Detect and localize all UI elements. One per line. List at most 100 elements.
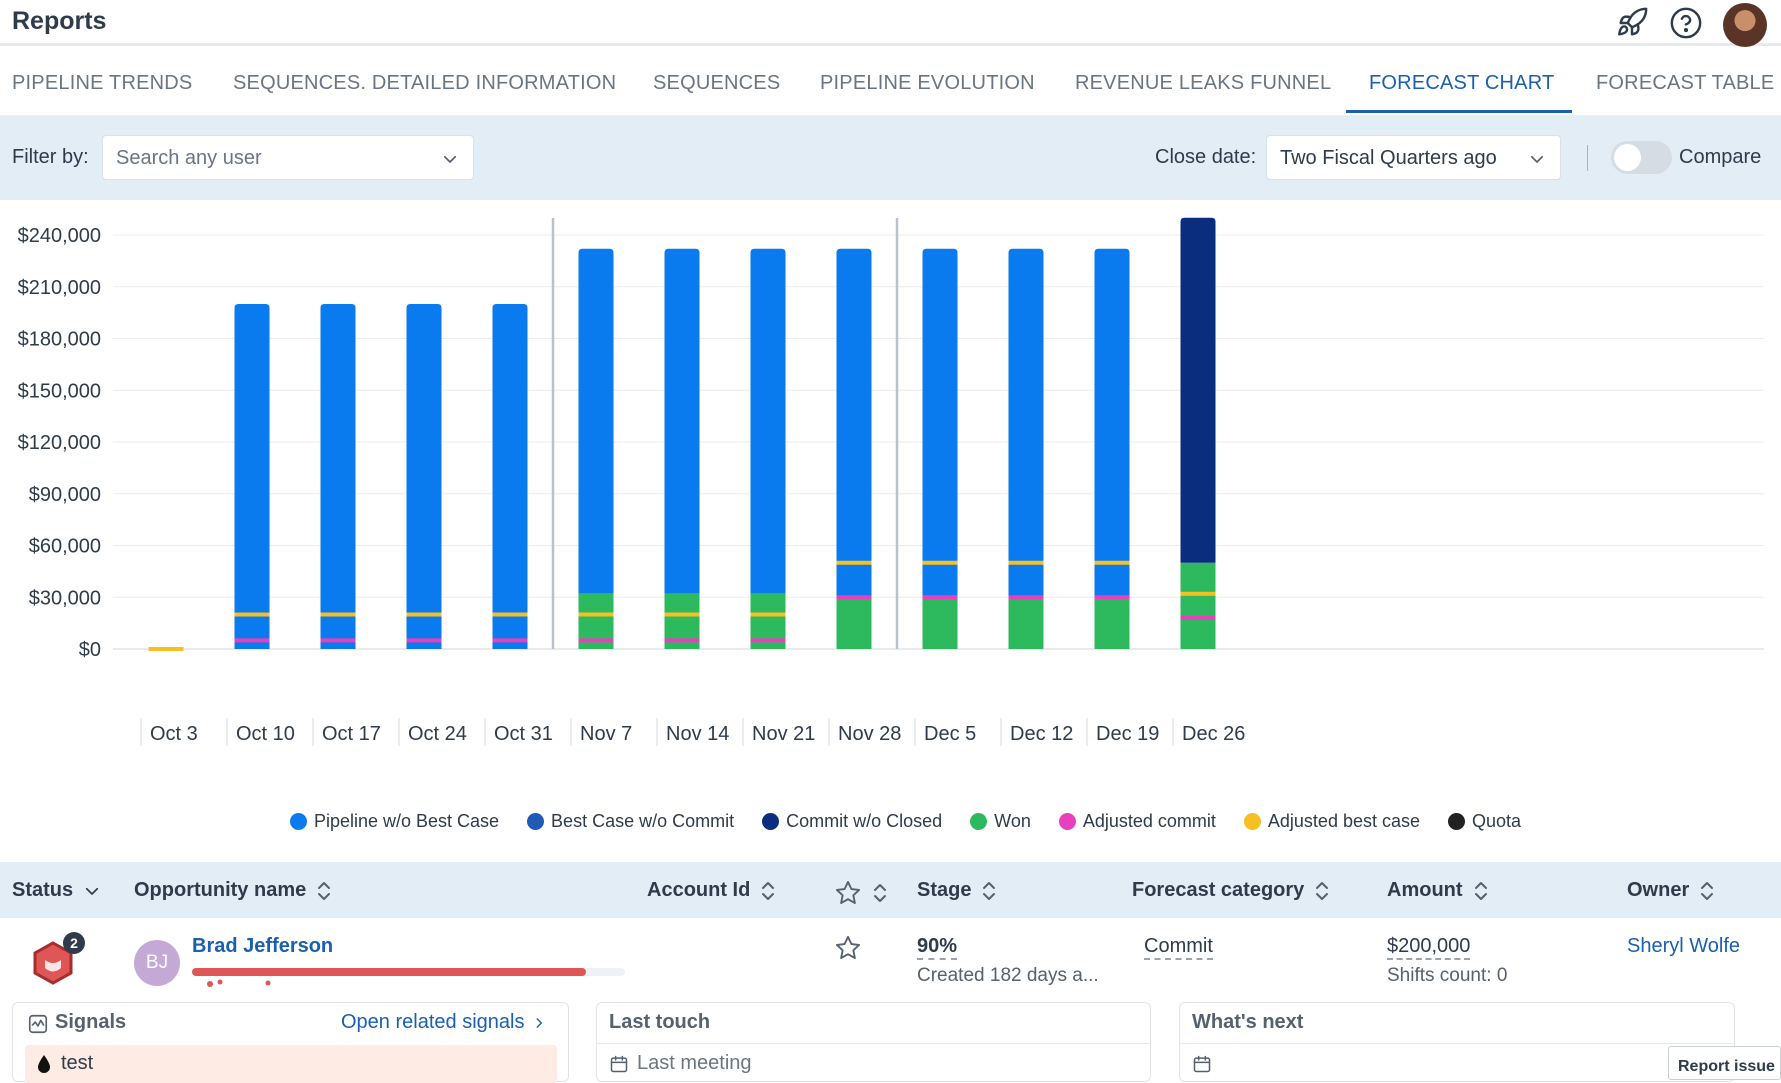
- legend-label: Adjusted commit: [1082, 810, 1216, 831]
- created-age: Created 182 days a...: [917, 965, 1099, 986]
- opportunity-name-link[interactable]: Brad Jefferson: [192, 935, 334, 957]
- favorite-star-icon[interactable]: [834, 934, 862, 962]
- bar-segment: [750, 248, 786, 594]
- rocket-icon[interactable]: [1615, 6, 1649, 45]
- table-header: Status Opportunity name Account Id Stage…: [0, 862, 1781, 918]
- marker-line: [664, 612, 700, 617]
- marker-line: [492, 638, 528, 643]
- compare-label: Compare: [1679, 146, 1762, 168]
- legend-item[interactable]: Best Case w/o Commit: [527, 808, 734, 834]
- marker-line: [1008, 595, 1044, 600]
- legend-label: Adjusted best case: [1267, 810, 1421, 831]
- report-issue-button[interactable]: Report issue: [1668, 1046, 1781, 1080]
- y-tick-label: $60,000: [29, 536, 101, 558]
- help-icon[interactable]: [1669, 6, 1703, 45]
- opportunity-avatar: BJ: [134, 940, 180, 986]
- x-tick-label: Nov 21: [752, 723, 815, 745]
- drip-decoration: [207, 979, 271, 987]
- signal-item[interactable]: test: [25, 1045, 557, 1083]
- y-tick-label: $30,000: [29, 587, 101, 609]
- legend-item[interactable]: Pipeline w/o Best Case: [289, 808, 500, 834]
- marker-line: [836, 595, 872, 600]
- x-tick-label: Nov 7: [580, 723, 632, 745]
- legend-label: Best Case w/o Commit: [551, 810, 735, 831]
- signals-title: Signals: [55, 1011, 127, 1033]
- owner-column-header[interactable]: Owner: [1627, 879, 1715, 902]
- marker-line: [1094, 560, 1130, 565]
- close-date-select[interactable]: Two Fiscal Quarters ago: [1266, 135, 1561, 180]
- active-tab-indicator: [1346, 110, 1572, 113]
- bar-segment: [578, 248, 614, 594]
- compare-toggle[interactable]: [1611, 141, 1672, 174]
- legend-label: Won: [994, 810, 1031, 831]
- bar-segment: [1008, 248, 1044, 598]
- open-related-signals-label: Open related signals: [341, 1011, 525, 1033]
- owner-link[interactable]: Sheryl Wolfe: [1627, 935, 1741, 957]
- x-tick-label: Oct 17: [322, 723, 381, 745]
- health-bar-fill: [192, 968, 587, 976]
- calendar-icon: [1193, 1055, 1211, 1073]
- open-related-signals-link[interactable]: Open related signals: [341, 1011, 546, 1034]
- marker-line: [406, 612, 442, 617]
- sort-icon: [318, 881, 331, 900]
- y-tick-label: $180,000: [18, 329, 101, 351]
- bar-segment: [234, 304, 270, 649]
- marker-line: [406, 638, 442, 643]
- stage-value[interactable]: 90%: [917, 935, 958, 960]
- forecast-category-value[interactable]: Commit: [1144, 935, 1213, 960]
- tab-sequences[interactable]: SEQUENCES: [653, 72, 781, 94]
- legend-item[interactable]: Commit w/o Closed: [762, 808, 942, 834]
- marker-line: [1180, 615, 1216, 620]
- tab-pipeline-trends[interactable]: PIPELINE TRENDS: [12, 72, 193, 94]
- x-tick-label: Nov 28: [838, 723, 901, 745]
- table-row[interactable]: 2 BJ Brad Jefferson 90% Created 182 days…: [0, 918, 1781, 1080]
- signal-item-label: test: [61, 1052, 94, 1074]
- account-column-header[interactable]: Account Id: [647, 879, 776, 902]
- legend-item[interactable]: Adjusted commit: [1058, 808, 1216, 834]
- x-tick-label: Oct 3: [150, 723, 198, 745]
- forecast-chart: $0 $30,000 $60,000 $90,000 $120,000 $150,000 $…: [0, 200, 1781, 770]
- bar-segment: [1094, 248, 1130, 598]
- tab-revenue-leaks-funnel[interactable]: REVENUE LEAKS FUNNEL: [1075, 72, 1332, 94]
- user-avatar[interactable]: [1723, 3, 1767, 47]
- favorite-column-header[interactable]: [834, 879, 888, 907]
- filter-label: Filter by:: [12, 146, 89, 168]
- amount-value[interactable]: $200,000: [1387, 935, 1471, 960]
- bar-segment: [1180, 562, 1216, 649]
- tab-forecast-table[interactable]: FORECAST TABLE: [1596, 72, 1775, 94]
- stage-column-header[interactable]: Stage: [917, 879, 997, 902]
- status-column-header[interactable]: Status: [12, 879, 101, 902]
- user-search-select[interactable]: Search any user: [102, 135, 474, 180]
- divider: [597, 1043, 1150, 1044]
- x-tick-label: Dec 5: [924, 723, 976, 745]
- notification-count-badge: 2: [63, 932, 85, 954]
- sort-icon: [1316, 881, 1329, 900]
- status-badge[interactable]: 2: [31, 932, 85, 986]
- tab-sequences-detailed[interactable]: SEQUENCES. DETAILED INFORMATION: [233, 72, 617, 94]
- activity-icon: [28, 1014, 48, 1034]
- top-icons: [1615, 3, 1767, 47]
- drop-icon: [38, 1055, 50, 1073]
- legend-swatch: [970, 812, 988, 830]
- legend-item[interactable]: Quota: [1448, 808, 1521, 834]
- x-tick-label: Dec 12: [1010, 723, 1073, 745]
- marker-line: [1180, 591, 1216, 596]
- amount-column-header[interactable]: Amount: [1387, 879, 1489, 902]
- opportunity-column-header[interactable]: Opportunity name: [134, 879, 332, 902]
- bar-segment: [492, 304, 528, 649]
- marker-line: [922, 560, 958, 565]
- whats-next-card: What's next: [1179, 1002, 1735, 1082]
- forecast-column-header[interactable]: Forecast category: [1132, 879, 1330, 902]
- y-tick-label: $210,000: [18, 277, 101, 299]
- legend-label: Pipeline w/o Best Case: [313, 810, 500, 831]
- marker-line: [750, 612, 786, 617]
- legend-item[interactable]: Won: [970, 808, 1031, 834]
- x-tick-label: Nov 14: [666, 723, 729, 745]
- page-title: Reports: [12, 7, 107, 35]
- tab-pipeline-evolution[interactable]: PIPELINE EVOLUTION: [820, 72, 1035, 94]
- marker-line: [234, 612, 270, 617]
- divider: [1587, 145, 1588, 171]
- x-tick-label: Dec 26: [1182, 723, 1245, 745]
- legend-item[interactable]: Adjusted best case: [1243, 808, 1421, 834]
- tab-forecast-chart[interactable]: FORECAST CHART: [1369, 72, 1555, 94]
